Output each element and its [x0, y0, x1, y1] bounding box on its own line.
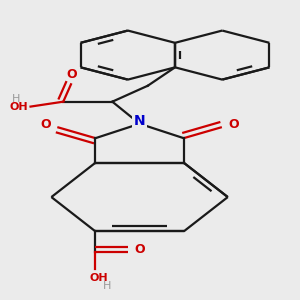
Text: O: O [135, 243, 146, 256]
Text: O: O [66, 68, 77, 81]
Text: OH: OH [9, 102, 28, 112]
Text: OH: OH [89, 273, 108, 284]
Text: H: H [11, 94, 20, 104]
Text: H: H [103, 281, 112, 291]
Text: N: N [134, 114, 146, 128]
Text: O: O [40, 118, 51, 130]
Text: O: O [229, 118, 239, 130]
